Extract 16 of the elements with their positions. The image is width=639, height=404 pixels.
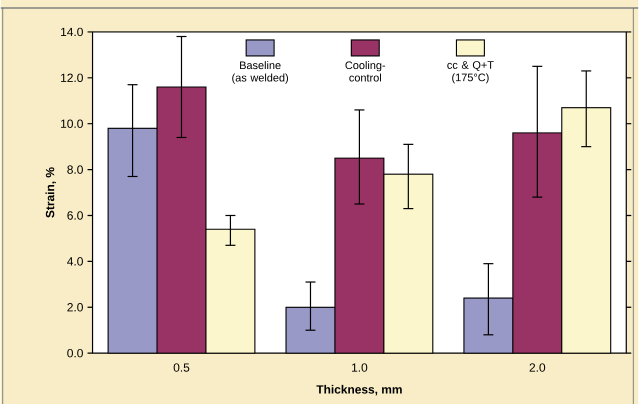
y-tick-label: 10.0 bbox=[61, 119, 83, 128]
legend-label: Baseline (as welded) bbox=[232, 60, 288, 84]
y-tick-label: 12.0 bbox=[61, 73, 83, 82]
x-axis-title: Thickness, mm bbox=[316, 384, 402, 396]
legend-label: Cooling-control bbox=[345, 60, 386, 82]
x-tick-label: 1.0 bbox=[352, 363, 368, 372]
legend-label: cc & Q+T (175°C) bbox=[447, 60, 494, 84]
x-tick-label: 0.5 bbox=[174, 363, 190, 372]
x-tick-label: 2.0 bbox=[530, 363, 546, 372]
y-tick-label: 2.0 bbox=[67, 302, 83, 312]
y-axis-title: Strain, % bbox=[46, 167, 56, 218]
y-tick-label: 6.0 bbox=[67, 211, 83, 220]
y-tick-label: 14.0 bbox=[61, 27, 83, 36]
y-tick-label: 0.0 bbox=[67, 348, 83, 358]
y-tick-label: 8.0 bbox=[67, 165, 83, 174]
y-tick-label: 4.0 bbox=[67, 256, 83, 266]
